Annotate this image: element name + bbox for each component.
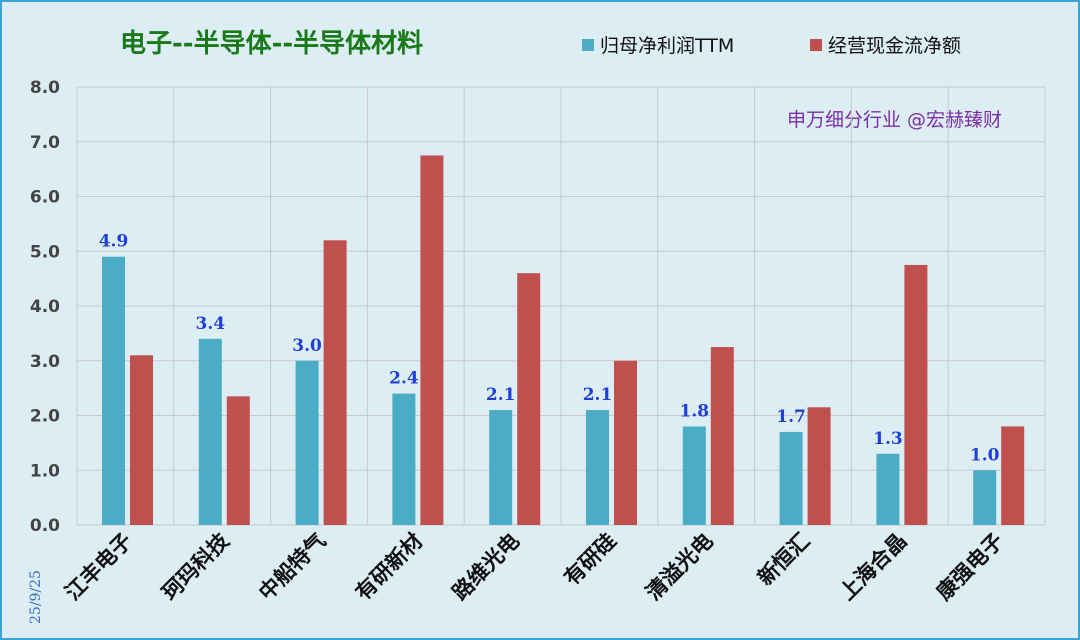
x-tick-label: 江丰电子	[61, 529, 137, 605]
data-label-net-profit: 1.0	[970, 445, 1000, 465]
bar-operating-cash-flow	[904, 264, 928, 525]
data-labels: 4.9 3.4 3.0 2.4 2.1 2.1 1.8 1.7 1.3 1.0	[99, 232, 1000, 466]
legend-swatch-net-profit	[582, 39, 594, 51]
y-tick-label: 1.0	[30, 461, 60, 481]
legend-label-operating-cash-flow: 经营现金流净额	[828, 35, 961, 57]
x-tick-label: 有研新材	[351, 529, 427, 605]
y-tick-label: 0.0	[30, 516, 60, 536]
data-label-net-profit: 3.4	[196, 314, 226, 334]
data-label-net-profit: 1.8	[680, 401, 710, 421]
bars	[102, 155, 1025, 526]
bar-operating-cash-flow	[807, 407, 831, 525]
x-tick-label: 中船特气	[254, 529, 330, 605]
bar-net-profit	[876, 453, 900, 525]
chart-title: 电子--半导体--半导体材料	[120, 29, 423, 59]
y-tick-label: 4.0	[30, 297, 60, 317]
x-tick-label: 珂玛科技	[157, 528, 234, 605]
y-tick-label: 2.0	[30, 407, 60, 427]
bar-net-profit	[779, 431, 803, 525]
data-label-net-profit: 4.9	[99, 232, 129, 252]
bar-net-profit	[586, 410, 609, 525]
chart-annotation: 申万细分行业 @宏赫臻财	[787, 109, 1002, 131]
bar-operating-cash-flow	[1001, 426, 1025, 525]
x-axis-ticks: 江丰电子 珂玛科技 中船特气 有研新材 路维光电 有研硅 清溢光电 新恒汇 上海合晶 康强电子	[61, 528, 1009, 605]
y-tick-label: 8.0	[30, 78, 60, 98]
bar-operating-cash-flow	[323, 240, 347, 526]
legend-swatch-operating-cash-flow	[810, 39, 822, 51]
x-tick-label: 路维光电	[448, 529, 524, 605]
data-label-net-profit: 3.0	[292, 336, 322, 356]
bar-net-profit	[198, 338, 222, 525]
y-tick-label: 3.0	[30, 352, 60, 372]
data-label-net-profit: 2.1	[583, 385, 613, 405]
date-stamp: 25/9/25	[28, 570, 44, 624]
x-tick-label: 清溢光电	[641, 529, 717, 605]
bar-operating-cash-flow	[517, 273, 541, 525]
bar-operating-cash-flow	[226, 396, 250, 525]
data-label-net-profit: 2.1	[486, 385, 516, 405]
bar-net-profit	[682, 426, 706, 525]
bar-operating-cash-flow	[614, 360, 637, 525]
data-label-net-profit: 1.7	[776, 407, 806, 427]
bar-net-profit	[102, 256, 125, 525]
x-tick-label: 有研硅	[559, 529, 621, 591]
bar-operating-cash-flow	[710, 347, 734, 525]
legend-label-net-profit: 归母净利润TTM	[600, 35, 734, 57]
bar-net-profit	[295, 360, 319, 525]
data-label-net-profit: 1.3	[873, 429, 903, 449]
y-tick-label: 7.0	[30, 133, 60, 153]
x-tick-label: 上海合晶	[835, 529, 911, 605]
y-tick-label: 6.0	[30, 188, 60, 208]
y-axis-ticks: 0.0 1.0 2.0 3.0 4.0 5.0 6.0 7.0 8.0	[30, 78, 60, 536]
bar-net-profit	[973, 470, 997, 525]
bar-operating-cash-flow	[420, 155, 444, 525]
data-label-net-profit: 2.4	[389, 369, 419, 389]
bar-net-profit	[489, 410, 513, 525]
grid-lines	[76, 86, 1046, 526]
bar-net-profit	[392, 393, 416, 525]
x-tick-label: 新恒汇	[753, 529, 815, 591]
bar-operating-cash-flow	[130, 355, 153, 525]
x-tick-label: 康强电子	[932, 529, 1008, 605]
y-tick-label: 5.0	[30, 242, 60, 262]
